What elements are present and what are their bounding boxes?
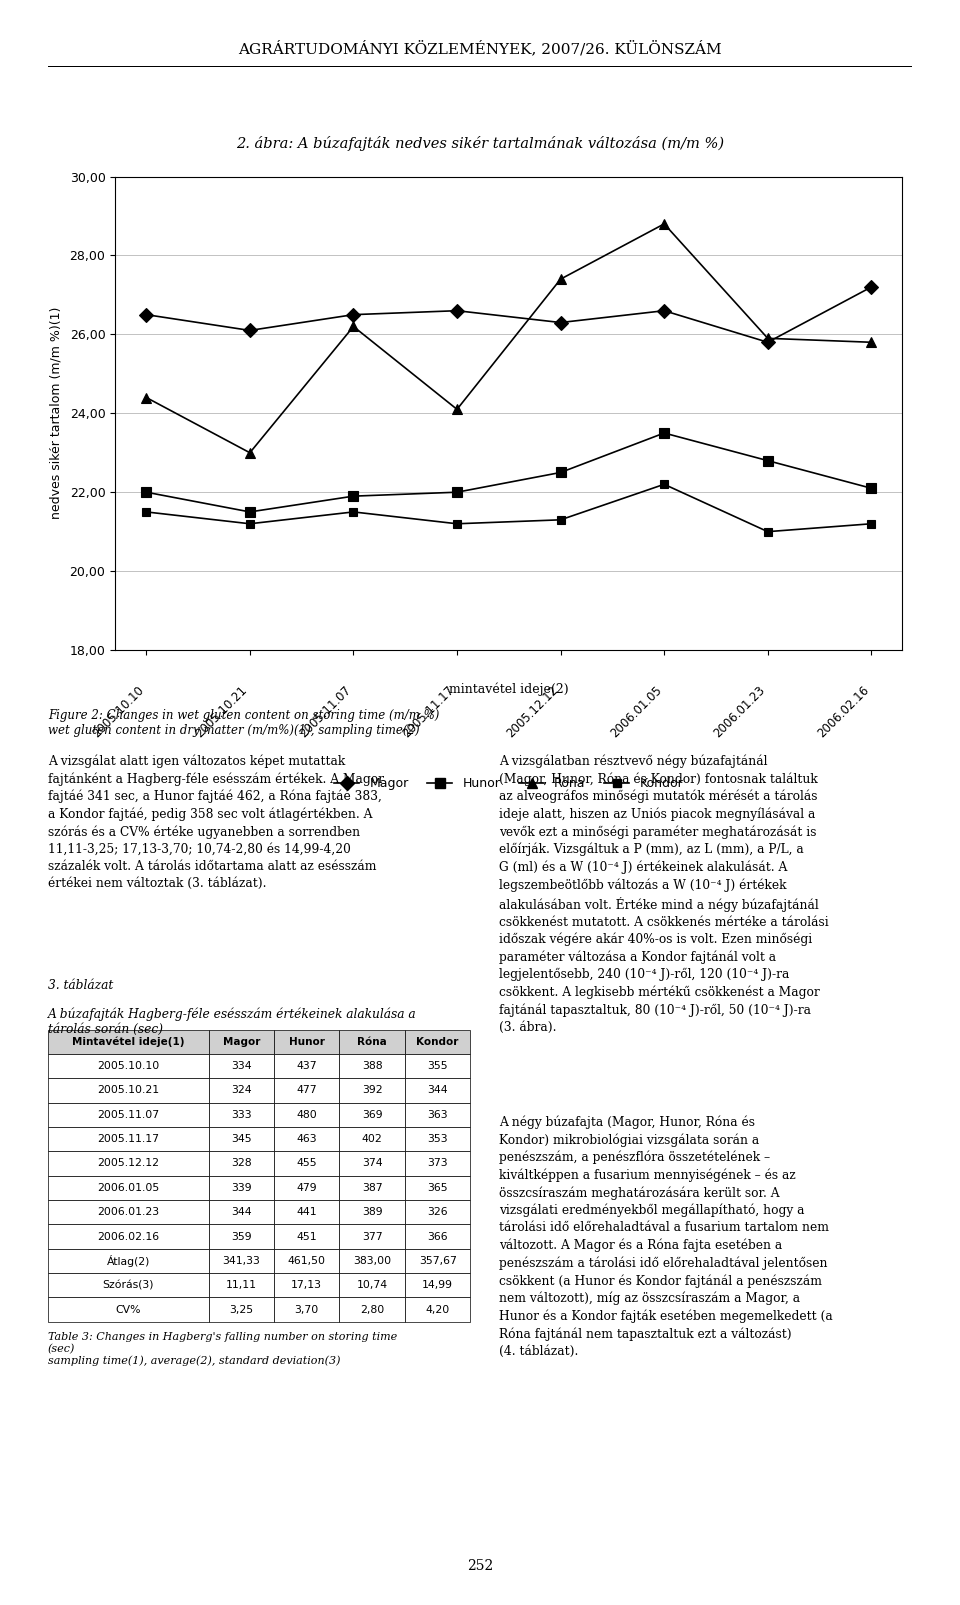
Text: 2005.10.21: 2005.10.21 bbox=[193, 684, 250, 740]
Text: AGRÁRTUDOMÁNYI KÖZLEMÉNYEK, 2007/26. KÜLÖNSZÁM: AGRÁRTUDOMÁNYI KÖZLEMÉNYEK, 2007/26. KÜL… bbox=[238, 40, 722, 56]
Text: 2005.12.12: 2005.12.12 bbox=[504, 684, 561, 740]
Legend: Magor, Hunor, Róna, Kondor: Magor, Hunor, Róna, Kondor bbox=[329, 772, 688, 796]
Text: 252: 252 bbox=[467, 1558, 493, 1573]
Text: Figure 2: Changes in wet gluten content on storing time (m/m %)
wet gluten conte: Figure 2: Changes in wet gluten content … bbox=[48, 709, 440, 737]
Text: 2006.01.23: 2006.01.23 bbox=[711, 684, 768, 740]
Text: Table 3: Changes in Hagberg's falling number on storing time
(sec)
sampling time: Table 3: Changes in Hagberg's falling nu… bbox=[48, 1332, 397, 1366]
Text: A négy búzafajta (Magor, Hunor, Róna és
Kondor) mikrobiológiai vizsgálata során : A négy búzafajta (Magor, Hunor, Róna és … bbox=[499, 1115, 833, 1358]
Text: 2006.02.16: 2006.02.16 bbox=[815, 684, 872, 740]
Y-axis label: nedves sikér tartalom (m/m %)(1): nedves sikér tartalom (m/m %)(1) bbox=[50, 307, 62, 520]
Text: mintavétel ideje(2): mintavétel ideje(2) bbox=[449, 682, 568, 695]
Text: 2005.11.17: 2005.11.17 bbox=[400, 684, 457, 740]
Text: A búzafajták Hagberg-féle esésszám értékeinek alakulása a
tárolás során (sec): A búzafajták Hagberg-féle esésszám érték… bbox=[48, 1008, 417, 1037]
Text: 2. ábra: A búzafajták nedves sikér tartalmának változása (m/m %): 2. ábra: A búzafajták nedves sikér tarta… bbox=[236, 136, 724, 151]
Text: 3. táblázat: 3. táblázat bbox=[48, 979, 113, 992]
Text: A vizsgálat alatt igen változatos képet mutattak
fajtánként a Hagberg-féle eséss: A vizsgálat alatt igen változatos képet … bbox=[48, 754, 384, 889]
Text: A vizsgálatban résztvevő négy búzafajtánál
(Magor, Hunor, Róna és Kondor) fontos: A vizsgálatban résztvevő négy búzafajtán… bbox=[499, 754, 828, 1034]
Text: 2005.10.10: 2005.10.10 bbox=[90, 684, 146, 740]
Text: 2006.01.05: 2006.01.05 bbox=[608, 684, 664, 740]
Text: 2005.11.07: 2005.11.07 bbox=[297, 684, 353, 740]
